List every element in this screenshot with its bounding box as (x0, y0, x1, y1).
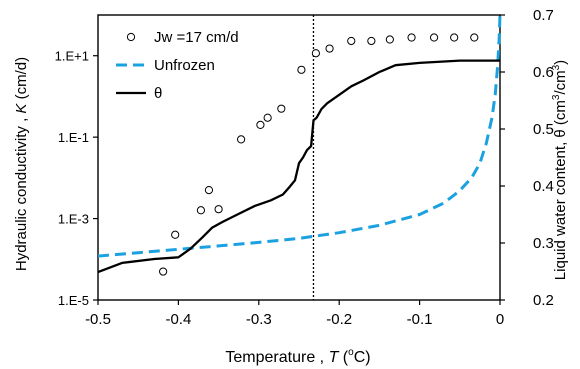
series-line-theta (97, 59, 500, 274)
series-line-unfrozen (97, 14, 502, 258)
x-axis-title-prefix: Temperature , (225, 349, 328, 366)
y-axis-left-title-prefix: Hydraulic conductivity , (13, 114, 30, 272)
data-point-jw (277, 104, 286, 113)
x-tick-label: -0.1 (407, 311, 433, 328)
data-point-jw (347, 36, 356, 46)
data-point-jw (263, 113, 272, 122)
x-tick-label: -0.4 (165, 311, 191, 328)
data-point-jw (171, 230, 180, 239)
data-point-jw (367, 36, 376, 46)
legend-label: Unfrozen (154, 57, 215, 74)
y-right-tick-label: 0.3 (533, 235, 554, 252)
x-tick-label: -0.3 (246, 311, 272, 328)
y-right-tick-label: 0.7 (533, 7, 554, 24)
data-point-jw (470, 33, 479, 42)
y-axis-right-title-prefix: Liquid water content, θ (cm (552, 100, 569, 280)
x-axis-title-unit-open: ( (338, 349, 348, 366)
data-point-jw (325, 44, 334, 53)
legend-label: Jw =17 cm/d (154, 29, 239, 46)
data-point-jw (297, 65, 306, 74)
data-point-jw (237, 135, 246, 144)
data-point-jw (159, 267, 168, 276)
x-axis-title-unit-close: C) (354, 349, 371, 366)
y-left-tick-label: 1.E+1 (55, 49, 89, 64)
plot-frame (97, 14, 501, 301)
x-tick-label: -0.2 (326, 311, 352, 328)
y-left-tick-label: 1.E-3 (58, 212, 89, 227)
y-left-tick-label: 1.E-5 (58, 293, 89, 308)
data-point-jw (214, 205, 223, 214)
legend: Jw =17 cm/d Unfrozen θ (116, 29, 239, 102)
y-right-tick-label: 0.6 (533, 64, 554, 81)
y-axis-left-title: Hydraulic conductivity , K (cm/d) (13, 57, 30, 271)
data-point-jw (311, 49, 320, 58)
axes: -0.5 -0.4 -0.3 -0.2 -0.1 0 1.E-5 1.E-3 1.E-1 1.E+… (55, 7, 554, 328)
legend-marker (126, 32, 136, 42)
y-axis-right-title: Liquid water content, θ (cm3/cm3) (551, 60, 569, 280)
y-axis-right-title-mid: /cm (552, 70, 569, 94)
y-left-tick-label: 1.E-1 (58, 130, 89, 145)
y-right-tick-label: 0.5 (533, 121, 554, 138)
data-point-jw (407, 33, 416, 42)
y-axis-right-title-close: ) (552, 60, 569, 65)
y-axis-left-title-variable: K (13, 103, 30, 114)
y-axis-right-title-sup1: 3 (551, 94, 562, 100)
plot-area-border (97, 14, 501, 301)
y-right-tick-label: 0.2 (533, 292, 554, 309)
y-axis-right-title-sup2: 3 (551, 64, 562, 70)
series-layer (97, 14, 502, 276)
data-point-jw (204, 186, 214, 195)
data-point-jw (450, 33, 459, 42)
x-tick-label: -0.5 (85, 311, 111, 328)
legend-label: θ (154, 85, 162, 102)
x-axis-title: Temperature , T (oC) (225, 347, 370, 366)
y-right-tick-label: 0.4 (533, 178, 554, 195)
data-point-jw (196, 206, 206, 215)
x-axis-title-degree: o (348, 347, 354, 358)
y-axis-left-title-unit: (cm/d) (13, 57, 30, 104)
x-tick-label: 0 (496, 311, 504, 328)
data-point-jw (256, 120, 265, 129)
x-axis-title-variable: T (329, 349, 340, 366)
data-point-jw (429, 33, 439, 42)
data-point-jw (385, 35, 394, 44)
